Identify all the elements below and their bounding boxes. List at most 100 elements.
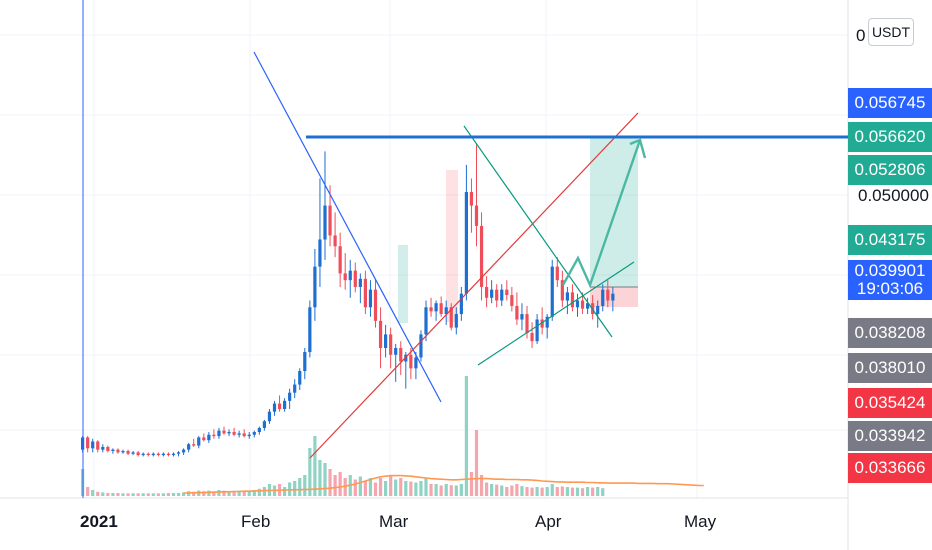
volume-bar: [363, 481, 367, 496]
candle-body: [424, 307, 428, 335]
candle-body: [207, 434, 211, 441]
volume-bar: [212, 491, 216, 496]
candle-body: [202, 437, 206, 441]
projection-arrowhead: [629, 138, 647, 159]
price-tag: 0.052806: [848, 155, 932, 185]
candle-body: [182, 449, 186, 453]
candle-body: [535, 319, 539, 342]
volume-bar: [217, 490, 221, 496]
volume-bar: [146, 493, 150, 496]
currency-button[interactable]: USDT: [868, 18, 914, 46]
x-axis-label-apr: Apr: [535, 512, 562, 531]
volume-bar: [293, 481, 297, 496]
candle-body: [298, 371, 302, 385]
volume-bar: [394, 479, 398, 496]
wedge-lower-line[interactable]: [477, 261, 635, 366]
x-axis-label-may: May: [684, 512, 717, 531]
candle-body: [353, 270, 357, 287]
candle-body: [156, 453, 160, 456]
candle-body: [444, 307, 448, 315]
candle-body: [333, 235, 337, 247]
candle-body: [525, 314, 529, 334]
volume-bar: [323, 463, 327, 496]
volume-bar: [439, 485, 443, 496]
volume-bar: [565, 487, 569, 496]
countdown-timer: 19:03:06: [856, 279, 924, 298]
x-axis-label-mar: Mar: [379, 512, 409, 531]
volume-bar: [106, 493, 110, 496]
volume-bar: [141, 493, 145, 496]
candle-body: [434, 303, 438, 312]
candle-body: [242, 433, 246, 437]
candle-body: [303, 352, 307, 372]
candle-body: [257, 427, 261, 433]
price-tag: 0.038208: [848, 318, 932, 348]
candle-body: [187, 444, 191, 450]
candle-body: [232, 432, 236, 435]
candle-body: [101, 446, 105, 450]
candle-body: [308, 307, 312, 353]
grid: [0, 0, 848, 498]
volume-bar: [227, 491, 231, 496]
volume-bar: [555, 487, 559, 496]
candle-body: [439, 303, 443, 315]
projection-path[interactable]: [561, 139, 642, 289]
volume-bar: [550, 484, 554, 496]
volume-bar: [540, 487, 544, 496]
candle-body: [394, 347, 398, 355]
volume-bar: [545, 487, 549, 496]
candle-body: [358, 278, 362, 287]
volume-bar: [166, 493, 171, 496]
candle-body: [277, 403, 282, 409]
candle-body: [161, 453, 165, 456]
candle-body: [96, 441, 100, 450]
candle-body: [611, 293, 615, 301]
candle-body: [404, 354, 408, 362]
candle-body: [389, 334, 393, 355]
candle-body: [267, 411, 272, 422]
volume-bar: [601, 488, 605, 496]
volume-bar: [368, 478, 373, 496]
candle-body: [464, 192, 468, 294]
volume-bar: [434, 484, 438, 496]
volume-bar: [384, 481, 388, 496]
volume-bar: [535, 487, 539, 496]
volume-bar: [580, 488, 585, 496]
candle-body: [146, 453, 150, 456]
ascending-trend-line[interactable]: [309, 112, 639, 459]
candle-body: [606, 289, 610, 301]
candle-body: [151, 453, 155, 456]
candle-body: [505, 289, 509, 296]
price-tag: 0.038010: [848, 353, 932, 383]
candle-body: [227, 432, 231, 434]
candle-body: [368, 289, 373, 308]
candle-body: [212, 434, 216, 437]
volume-bar: [479, 475, 484, 496]
volume-bar: [232, 491, 236, 496]
price-tag: 0.056745: [848, 88, 932, 118]
volume-bar: [474, 430, 479, 496]
volume-bar: [252, 490, 256, 496]
x-axis-label-2021: 2021: [80, 512, 118, 531]
volume-bar: [444, 484, 448, 496]
downtrend-line[interactable]: [253, 51, 442, 403]
candle-body: [575, 300, 580, 308]
volume-bar: [86, 487, 90, 496]
candle-body: [540, 319, 544, 328]
volume-bar: [111, 493, 115, 496]
volume-bar: [151, 493, 155, 496]
volume-bar: [192, 491, 196, 496]
candle-body: [262, 421, 266, 428]
volume-ma-line: [183, 474, 704, 494]
volume-bar: [424, 478, 428, 496]
candle-body: [485, 286, 489, 298]
candle-body: [338, 246, 342, 274]
wedge-upper-line[interactable]: [463, 125, 613, 338]
volume-bar: [389, 475, 393, 496]
volume-bar: [495, 484, 499, 496]
volume-bar: [459, 484, 463, 496]
volume-bar: [247, 490, 251, 496]
candle-body: [318, 239, 322, 267]
volume-bar: [575, 487, 580, 496]
